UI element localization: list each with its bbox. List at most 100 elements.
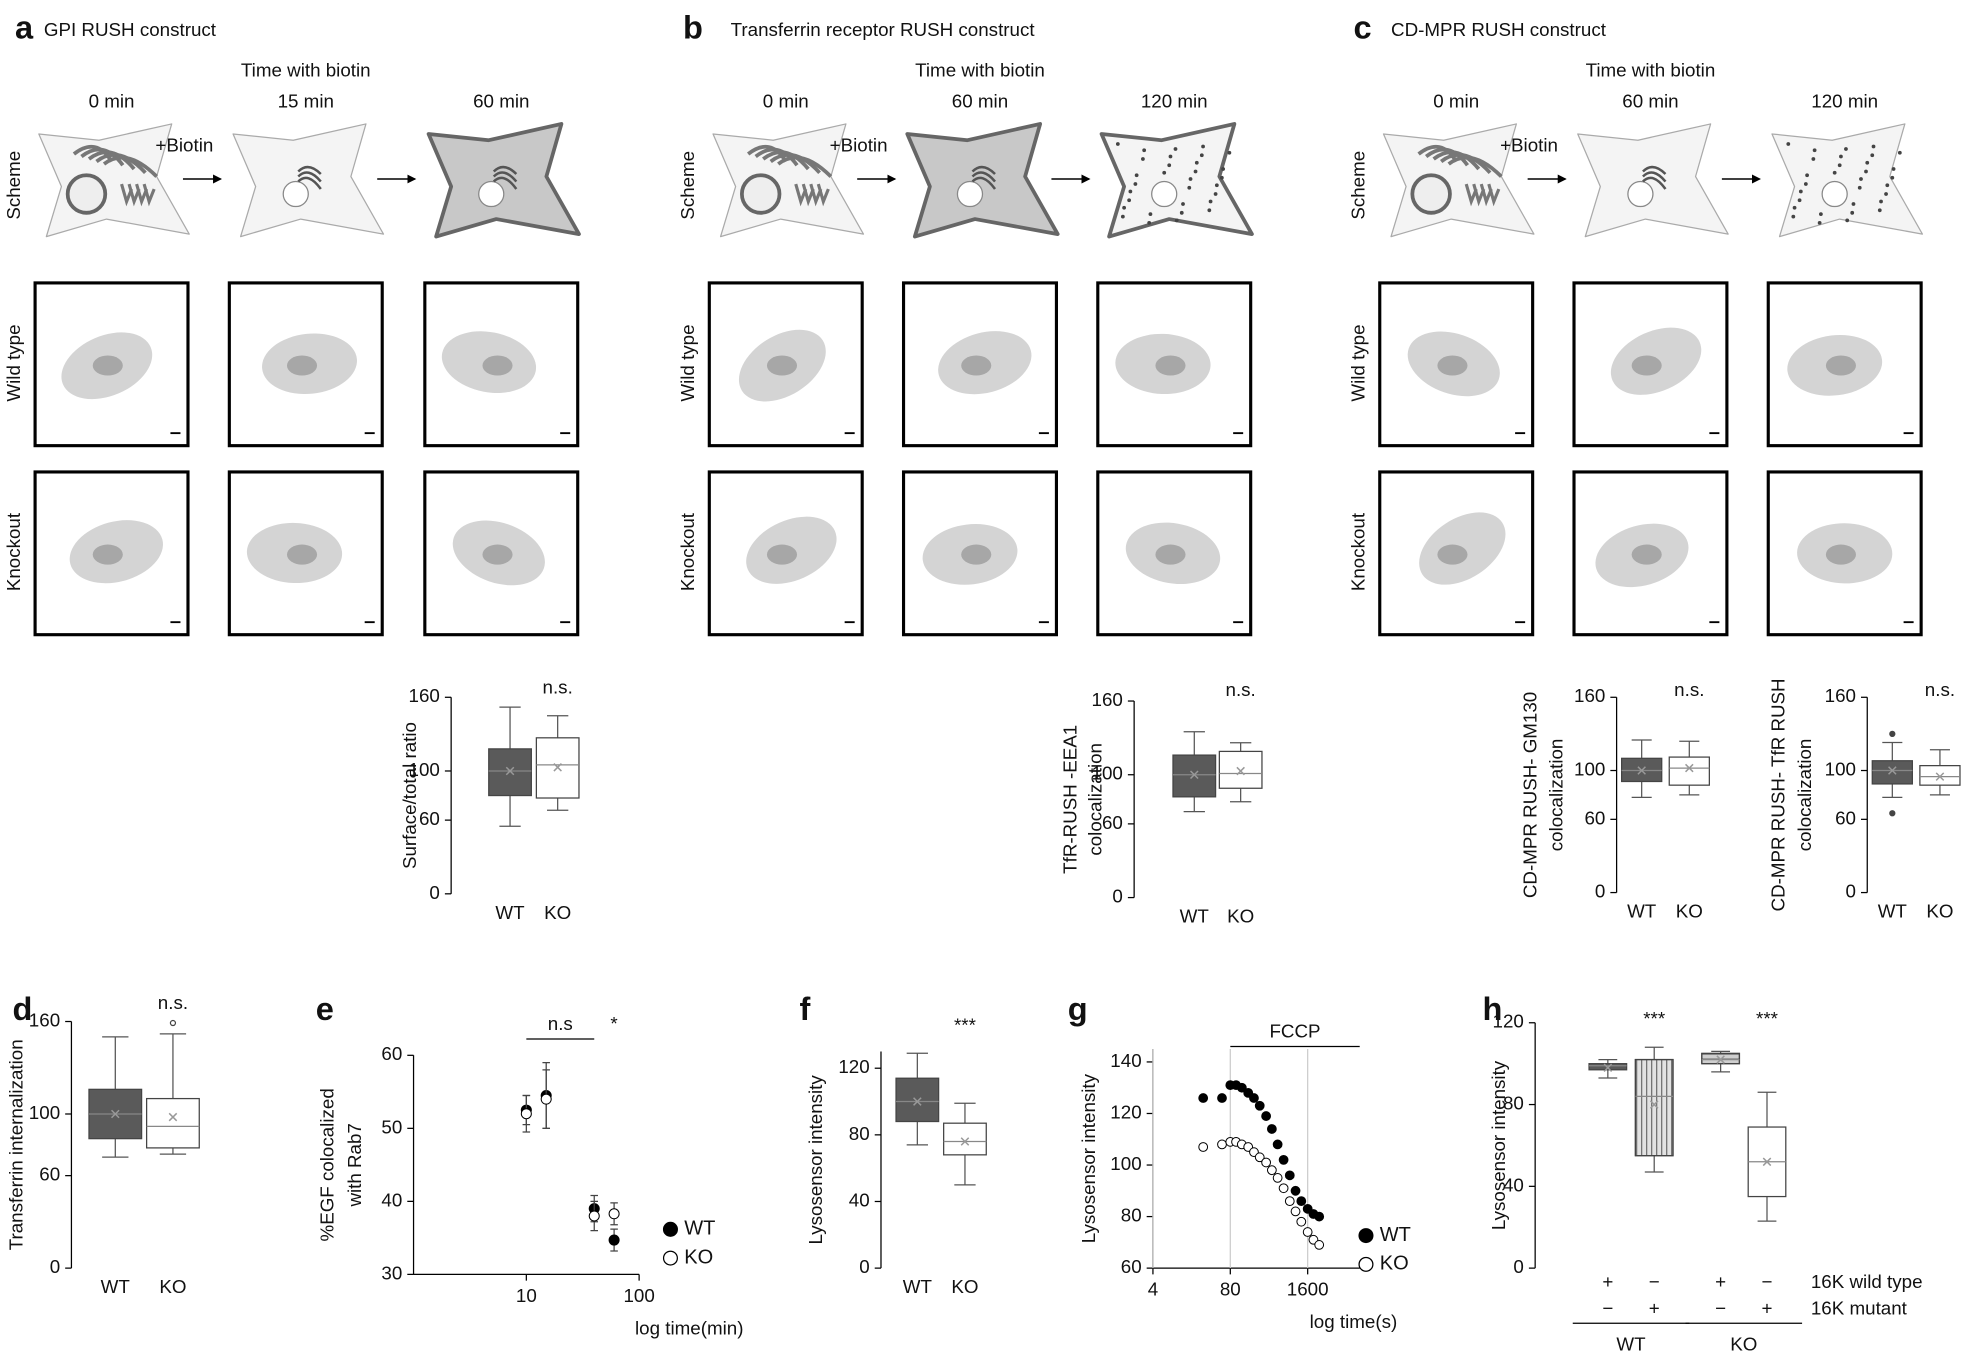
er (72, 144, 114, 163)
data-point (1296, 1196, 1307, 1206)
x-tick-label: KO (1926, 901, 1953, 922)
treatment-label: +Biotin (830, 134, 888, 155)
y-tick-label: 160 (1092, 689, 1123, 710)
vesicle (1864, 169, 1868, 174)
data-point (1261, 1111, 1271, 1121)
mean-marker (1716, 1055, 1725, 1064)
vesicle (1885, 183, 1890, 188)
data-point (1272, 1173, 1283, 1183)
significance: *** (1643, 1008, 1666, 1029)
golgi (297, 171, 322, 183)
x-tick-label: 1600 (1287, 1279, 1329, 1300)
data-point (1254, 1100, 1265, 1111)
panel-letter: c (1353, 10, 1371, 46)
er (95, 152, 147, 175)
data-point (1284, 1170, 1295, 1181)
y-tick-label: 0 (859, 1256, 869, 1277)
treatment-label: +Biotin (1500, 134, 1558, 155)
vesicle (1897, 150, 1902, 155)
vesicle (1128, 189, 1133, 194)
data-point (1249, 1093, 1259, 1103)
vesicle (1122, 205, 1126, 210)
panel-letter: d (13, 991, 33, 1027)
scheme-cell (1382, 123, 1535, 238)
nucleus (282, 180, 309, 208)
mean-marker (960, 1137, 970, 1146)
data-point (608, 1208, 620, 1220)
golgi (297, 165, 322, 175)
perinuclear-signal (1155, 544, 1186, 565)
nucleus (65, 173, 108, 215)
nucleus (1410, 173, 1452, 215)
data-point (1198, 1142, 1209, 1152)
vesicle (1857, 185, 1862, 190)
er (1440, 152, 1492, 175)
vesicle (1214, 183, 1219, 188)
data-point (540, 1093, 552, 1105)
nucleus (956, 180, 984, 208)
annotation: FCCP (1269, 1021, 1320, 1042)
vesicle (1891, 167, 1896, 171)
annotation: * (610, 1013, 618, 1034)
row-label: Wild type (677, 324, 698, 401)
y-axis-label: %EGF colocalized (316, 1088, 337, 1241)
vesicle (1845, 218, 1850, 223)
row-label: Scheme (677, 151, 698, 220)
vesicle (1201, 144, 1205, 149)
data-point (608, 1234, 620, 1246)
condition-label: 16K mutant (1811, 1297, 1908, 1318)
vesicle (1207, 208, 1212, 213)
y-tick-label: 100 (1092, 763, 1123, 784)
y-axis-label: Surface/total ratio (399, 722, 420, 869)
scheme-cell (1577, 123, 1729, 238)
er (1424, 147, 1470, 167)
box (1172, 754, 1217, 798)
y-tick-label: 0 (1846, 881, 1856, 902)
x-tick-label: KO (1227, 906, 1254, 927)
row-label: Wild type (3, 324, 24, 401)
vesicle (1811, 157, 1816, 161)
scheme-cell (38, 123, 190, 238)
vesicle (1142, 148, 1147, 153)
y-axis-label: colocalization (1084, 743, 1105, 856)
nucleus (1821, 180, 1848, 208)
row-label: Wild type (1348, 324, 1369, 401)
mean-marker (1189, 770, 1199, 780)
panel-letter: g (1068, 991, 1088, 1027)
box (1871, 760, 1913, 785)
golgi (492, 165, 518, 175)
vesicle (1162, 170, 1167, 175)
data-point (1266, 1165, 1277, 1176)
panel-letter: e (316, 991, 334, 1027)
box (1919, 765, 1961, 786)
y-tick-label: 160 (1825, 685, 1856, 706)
scheme-cell (426, 122, 581, 239)
vesicle (1879, 199, 1883, 204)
er (1479, 183, 1493, 207)
data-point (1296, 1216, 1307, 1227)
vesicle (1850, 210, 1855, 215)
data-point (1284, 1196, 1295, 1206)
er (80, 147, 125, 167)
vesicle (1221, 167, 1225, 171)
er (142, 183, 156, 207)
data-point (1314, 1211, 1325, 1222)
perinuclear-signal (92, 544, 123, 565)
er (809, 183, 823, 207)
time-label: 0 min (763, 91, 809, 112)
y-tick-label: 0 (1595, 881, 1605, 902)
cell-outline (232, 123, 385, 238)
vesicle (1877, 208, 1882, 213)
perinuclear-signal (1631, 355, 1662, 376)
vesicle (1805, 173, 1809, 178)
nucleus (478, 180, 505, 208)
mean-marker (1649, 1100, 1659, 1109)
panel-letter: h (1483, 991, 1503, 1027)
group-label: WT (1616, 1334, 1646, 1352)
vesicle (1812, 148, 1817, 153)
mean-marker (1888, 766, 1897, 775)
mean-marker (1762, 1157, 1772, 1167)
box (943, 1122, 987, 1156)
vesicle (1167, 163, 1172, 168)
er (1417, 144, 1458, 163)
